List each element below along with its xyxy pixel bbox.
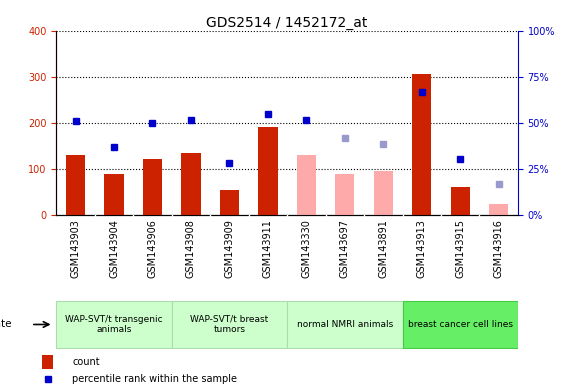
Text: WAP-SVT/t transgenic
animals: WAP-SVT/t transgenic animals	[65, 315, 163, 334]
Text: GSM143330: GSM143330	[301, 219, 311, 278]
FancyBboxPatch shape	[42, 355, 53, 369]
Bar	[335, 174, 355, 215]
Bar	[220, 190, 239, 215]
Bar	[66, 155, 85, 215]
FancyBboxPatch shape	[56, 301, 172, 348]
Text: GSM143697: GSM143697	[340, 219, 350, 278]
Bar	[181, 153, 200, 215]
Text: count: count	[72, 358, 100, 367]
Text: WAP-SVT/t breast
tumors: WAP-SVT/t breast tumors	[190, 315, 269, 334]
FancyBboxPatch shape	[403, 301, 518, 348]
FancyBboxPatch shape	[287, 301, 403, 348]
Text: breast cancer cell lines: breast cancer cell lines	[408, 320, 513, 329]
Bar	[374, 171, 393, 215]
Bar	[104, 174, 124, 215]
FancyBboxPatch shape	[172, 301, 287, 348]
Bar	[489, 204, 508, 215]
Bar	[412, 74, 431, 215]
Text: GSM143911: GSM143911	[263, 219, 273, 278]
Title: GDS2514 / 1452172_at: GDS2514 / 1452172_at	[207, 16, 368, 30]
Text: GSM143915: GSM143915	[455, 219, 465, 278]
Text: GSM143908: GSM143908	[186, 219, 196, 278]
Bar	[143, 159, 162, 215]
Text: GSM143891: GSM143891	[378, 219, 388, 278]
Text: GSM143903: GSM143903	[70, 219, 81, 278]
Text: percentile rank within the sample: percentile rank within the sample	[72, 374, 237, 384]
Text: GSM143913: GSM143913	[417, 219, 427, 278]
Bar	[297, 155, 316, 215]
Text: GSM143909: GSM143909	[225, 219, 234, 278]
Text: normal NMRI animals: normal NMRI animals	[297, 320, 393, 329]
Text: disease state: disease state	[0, 319, 11, 329]
Text: GSM143906: GSM143906	[148, 219, 158, 278]
Text: GSM143916: GSM143916	[494, 219, 504, 278]
Text: GSM143904: GSM143904	[109, 219, 119, 278]
Bar	[450, 187, 470, 215]
Bar	[258, 127, 278, 215]
